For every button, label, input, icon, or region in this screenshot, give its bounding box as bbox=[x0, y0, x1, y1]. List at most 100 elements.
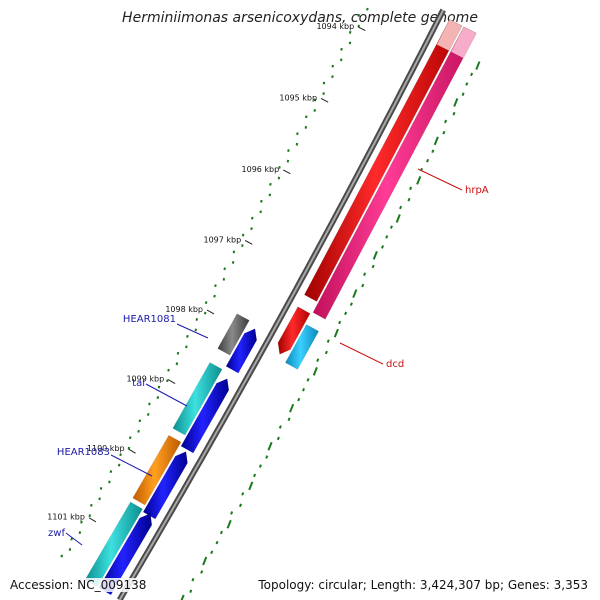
gc-tick-inner bbox=[331, 75, 334, 79]
gc-tick-outer bbox=[381, 245, 385, 249]
gc-tick-outer bbox=[265, 455, 269, 459]
gc-tick-outer bbox=[344, 311, 348, 316]
gc-tick-inner bbox=[68, 548, 72, 551]
gc-tick-outer bbox=[363, 272, 367, 276]
kbp-label: 1097 kbp bbox=[204, 236, 242, 245]
feature-hear1083-orange bbox=[132, 434, 182, 506]
feature-hear1081-gray bbox=[217, 313, 250, 356]
gc-skew-ticks bbox=[60, 7, 481, 600]
feature-zwf-blue bbox=[98, 513, 153, 596]
gc-tick-inner bbox=[128, 436, 132, 440]
gc-tick-inner bbox=[185, 345, 188, 349]
gc-tick-inner bbox=[70, 537, 73, 541]
gc-tick-inner bbox=[176, 351, 180, 355]
gc-tick-inner bbox=[287, 149, 290, 153]
gene-label-zwf[interactable]: zwf bbox=[48, 528, 83, 546]
gc-tick-outer bbox=[276, 436, 280, 441]
gene-label-dcd-text: dcd bbox=[386, 359, 404, 370]
feature-fade-pink bbox=[450, 26, 477, 59]
gc-tick-outer bbox=[361, 283, 365, 288]
kbp-tick bbox=[320, 97, 329, 103]
gc-tick-inner bbox=[127, 446, 131, 450]
gc-tick-outer bbox=[409, 186, 413, 191]
gc-tick-outer bbox=[433, 136, 439, 146]
gene-label-hear1083-text: HEAR1083 bbox=[57, 447, 110, 458]
gc-tick-inner bbox=[269, 182, 272, 186]
gc-tick-inner bbox=[186, 334, 189, 338]
gc-tick-inner bbox=[204, 301, 208, 305]
gc-tick-outer bbox=[399, 205, 403, 210]
gc-tick-outer bbox=[202, 556, 208, 566]
gene-label-hear1081[interactable]: HEAR1081 bbox=[123, 314, 209, 339]
gc-tick-inner bbox=[167, 368, 170, 372]
kbp-label: 1096 kbp bbox=[242, 165, 280, 174]
gc-tick-inner bbox=[80, 520, 83, 524]
gc-tick-outer bbox=[326, 339, 330, 343]
gc-tick-outer bbox=[253, 473, 257, 478]
gc-tick-outer bbox=[191, 577, 195, 582]
gc-tick-inner bbox=[98, 497, 101, 501]
kbp-tick bbox=[128, 448, 136, 454]
gc-tick-inner bbox=[259, 210, 262, 214]
kbp-label: 1099 kbp bbox=[126, 375, 164, 384]
genome-backbone bbox=[117, 8, 446, 600]
gc-tick-inner bbox=[213, 294, 216, 298]
gc-tick-outer bbox=[230, 511, 234, 515]
gc-tick-inner bbox=[305, 115, 308, 119]
gc-tick-outer bbox=[395, 214, 401, 223]
gene-label-hear1081-text: HEAR1081 bbox=[123, 314, 176, 325]
gc-tick-inner bbox=[295, 142, 299, 146]
gene-label-dcd[interactable]: dcd bbox=[339, 342, 404, 370]
gc-tick-outer bbox=[352, 289, 358, 298]
gc-tick-outer bbox=[248, 481, 254, 491]
feature-fade-red bbox=[436, 19, 463, 52]
kbp-label: 1094 kbp bbox=[316, 22, 354, 31]
kbp-label: 1095 kbp bbox=[279, 93, 317, 102]
gc-tick-outer bbox=[452, 111, 456, 116]
gc-tick-inner bbox=[148, 402, 151, 406]
gc-tick-inner bbox=[340, 47, 343, 51]
gc-tick-inner bbox=[348, 41, 352, 45]
kbp-tick bbox=[244, 240, 253, 245]
gc-tick-inner bbox=[357, 14, 361, 17]
feature-hrpa-pink bbox=[312, 26, 477, 320]
gc-tick-inner bbox=[331, 64, 335, 68]
gc-tick-inner bbox=[278, 166, 281, 169]
gc-tick-outer bbox=[289, 403, 295, 413]
gc-tick-outer bbox=[389, 225, 393, 229]
gc-tick-outer bbox=[431, 149, 435, 154]
gc-tick-outer bbox=[306, 378, 310, 382]
gc-tick-inner bbox=[214, 284, 217, 288]
gc-tick-inner bbox=[117, 463, 121, 467]
gc-tick-inner bbox=[146, 412, 150, 416]
gc-tick-inner bbox=[241, 233, 245, 237]
feature-hear1083-blue bbox=[142, 451, 188, 520]
gc-tick-outer bbox=[219, 530, 223, 535]
gc-tick-outer bbox=[200, 570, 204, 574]
gc-tick-inner bbox=[88, 514, 92, 518]
gc-tick-inner bbox=[137, 429, 140, 433]
gene-label-hrpa[interactable]: hrpA bbox=[417, 168, 489, 196]
gc-tick-inner bbox=[166, 379, 169, 383]
gc-tick-outer bbox=[267, 441, 273, 451]
gene-label-tal[interactable]: tal bbox=[132, 378, 188, 407]
kbp-scale: 1094 kbp 1095 kbp 1096 kbp 1097 kbp 1098 kbp… bbox=[47, 22, 366, 523]
gene-label-hrpa-text: hrpA bbox=[465, 185, 489, 196]
topology-label: Topology: circular; Length: 3,424,307 bp… bbox=[256, 578, 590, 592]
gc-tick-outer bbox=[426, 158, 430, 163]
gc-tick-inner bbox=[231, 260, 235, 264]
gc-tick-inner bbox=[232, 250, 236, 254]
gc-tick-inner bbox=[108, 480, 111, 484]
gc-tick-outer bbox=[215, 540, 219, 545]
gc-tick-outer bbox=[226, 519, 232, 529]
feature-dcd-cyan bbox=[285, 324, 320, 370]
gc-tick-outer bbox=[475, 61, 481, 70]
feature-track bbox=[84, 19, 477, 596]
gc-tick-inner bbox=[175, 362, 179, 366]
kbp-label: 1100 kbp bbox=[87, 444, 125, 453]
gc-tick-inner bbox=[90, 503, 93, 507]
gc-tick-outer bbox=[338, 320, 342, 325]
gc-tick-inner bbox=[313, 109, 317, 112]
gene-label-hear1083[interactable]: HEAR1083 bbox=[57, 447, 153, 477]
gc-tick-outer bbox=[324, 350, 328, 355]
